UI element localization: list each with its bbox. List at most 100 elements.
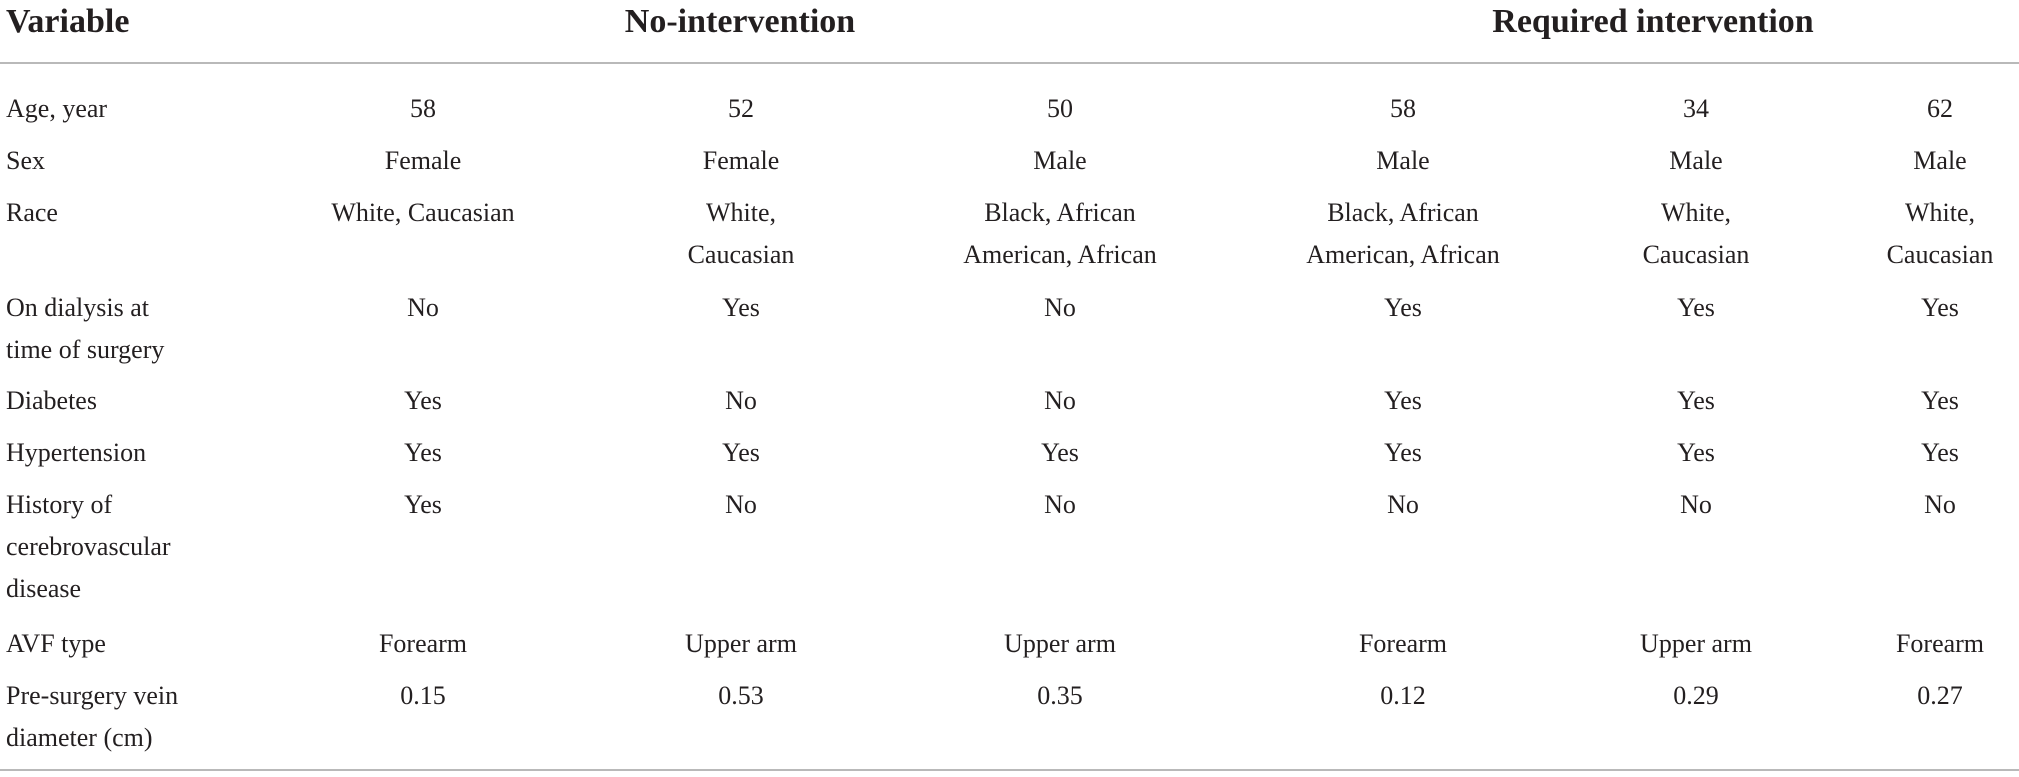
cell-line: Upper arm xyxy=(1640,629,1752,658)
cell-line: No xyxy=(1680,490,1712,519)
table-cell: Female xyxy=(703,140,780,182)
header-variable: Variable xyxy=(6,3,130,40)
table-cell: No xyxy=(1044,380,1076,422)
cell-line: Yes xyxy=(1921,438,1959,467)
cell-line: 0.29 xyxy=(1673,681,1719,710)
row-label-line: History of xyxy=(6,490,113,519)
table-cell: Yes xyxy=(1921,287,1959,329)
table-cell: Yes xyxy=(404,380,442,422)
table-cell: Yes xyxy=(404,484,442,526)
table-cell: Male xyxy=(1376,140,1429,182)
table-cell: 62 xyxy=(1927,88,1953,130)
table-cell: 0.53 xyxy=(718,675,764,717)
table-cell: Yes xyxy=(1921,432,1959,474)
cell-line: Forearm xyxy=(1895,629,1985,658)
table-cell: Yes xyxy=(1677,380,1715,422)
table-cell: Black, African American, African xyxy=(963,192,1156,276)
table-cell: Yes xyxy=(404,432,442,474)
table-cell: No xyxy=(725,484,757,526)
cell-line: Caucasian xyxy=(1886,240,1994,269)
row-label-line: Diabetes xyxy=(6,386,97,415)
row-label: Diabetes xyxy=(6,380,236,422)
cell-line: Black, African xyxy=(1327,198,1479,227)
cell-line: Forearm xyxy=(378,629,468,658)
table-cell: Upper arm xyxy=(685,623,797,665)
table-cell: 52 xyxy=(728,88,754,130)
cell-line: Female xyxy=(702,146,780,175)
table-cell: Yes xyxy=(722,432,760,474)
cell-line: Yes xyxy=(404,490,442,519)
row-label: Race xyxy=(6,192,236,234)
cell-line: Yes xyxy=(1384,438,1422,467)
cell-line: No xyxy=(407,293,439,322)
cell-line: No xyxy=(1044,490,1076,519)
table-cell: Black, African American, African xyxy=(1306,192,1499,276)
table-cell: Yes xyxy=(1384,432,1422,474)
row-label-line: Hypertension xyxy=(6,438,147,467)
table-cell: 58 xyxy=(1390,88,1416,130)
row-label: Sex xyxy=(6,140,236,182)
cell-line: 0.53 xyxy=(718,681,764,710)
header-divider xyxy=(0,62,2019,64)
table-cell: Yes xyxy=(1677,432,1715,474)
cell-line: Male xyxy=(1913,146,1967,175)
row-label: On dialysis at time of surgery xyxy=(6,287,236,371)
cell-line: Caucasian xyxy=(687,240,795,269)
cell-line: Yes xyxy=(404,438,442,467)
cell-line: 58 xyxy=(1390,94,1416,123)
table-cell: 0.15 xyxy=(400,675,446,717)
row-label: History of cerebrovascular disease xyxy=(6,484,236,610)
table-cell: 0.29 xyxy=(1673,675,1719,717)
cell-line: Male xyxy=(1376,146,1430,175)
cell-line: 50 xyxy=(1047,94,1073,123)
cell-line: Upper arm xyxy=(685,629,797,658)
table-bottom-divider xyxy=(0,769,2019,771)
table-cell: 0.12 xyxy=(1380,675,1426,717)
table-cell: Upper arm xyxy=(1640,623,1752,665)
table-cell: Male xyxy=(1033,140,1086,182)
row-label: Pre-surgery vein diameter (cm) xyxy=(6,675,236,759)
cell-line: 58 xyxy=(410,94,436,123)
header-no-intervention: No-intervention xyxy=(624,3,856,40)
cell-line: White, Caucasian xyxy=(331,198,515,227)
cell-line: Black, African xyxy=(984,198,1136,227)
cell-line: No xyxy=(1924,490,1956,519)
row-label: Hypertension xyxy=(6,432,236,474)
table-cell: No xyxy=(1387,484,1419,526)
row-label-line: disease xyxy=(6,574,82,603)
table-cell: No xyxy=(1924,484,1956,526)
row-label-line: Race xyxy=(6,198,58,227)
table-cell: Yes xyxy=(1384,287,1422,329)
cell-line: White, xyxy=(705,198,777,227)
cell-line: Male xyxy=(1033,146,1087,175)
cell-line: Yes xyxy=(1677,293,1715,322)
table-cell: Yes xyxy=(1041,432,1079,474)
table-cell: Forearm xyxy=(1359,623,1447,665)
cell-line: American, African xyxy=(1306,240,1500,269)
table-cell: Yes xyxy=(1677,287,1715,329)
cell-line: 0.12 xyxy=(1380,681,1426,710)
table-cell: Male xyxy=(1913,140,1966,182)
cell-line: Upper arm xyxy=(1004,629,1116,658)
table-cell: 34 xyxy=(1683,88,1709,130)
cell-line: 52 xyxy=(728,94,754,123)
cell-line: Yes xyxy=(1921,293,1959,322)
table-cell: Yes xyxy=(1921,380,1959,422)
cell-line: No xyxy=(1044,293,1076,322)
cell-line: No xyxy=(725,386,757,415)
cell-line: No xyxy=(1387,490,1419,519)
cell-line: 0.15 xyxy=(400,681,446,710)
row-label-line: On dialysis at xyxy=(6,293,149,322)
table-cell: 0.35 xyxy=(1037,675,1083,717)
table-cell: No xyxy=(1680,484,1712,526)
table-cell: White, Caucasian xyxy=(1887,192,1994,276)
table-cell: Female xyxy=(385,140,462,182)
row-label-line: cerebrovascular xyxy=(6,532,171,561)
cell-line: Yes xyxy=(1677,386,1715,415)
table-cell: 58 xyxy=(410,88,436,130)
table-cell: Forearm xyxy=(379,623,467,665)
table-cell: No xyxy=(725,380,757,422)
cell-line: White, xyxy=(1660,198,1732,227)
row-label: Age, year xyxy=(6,88,236,130)
cell-line: 0.27 xyxy=(1917,681,1963,710)
